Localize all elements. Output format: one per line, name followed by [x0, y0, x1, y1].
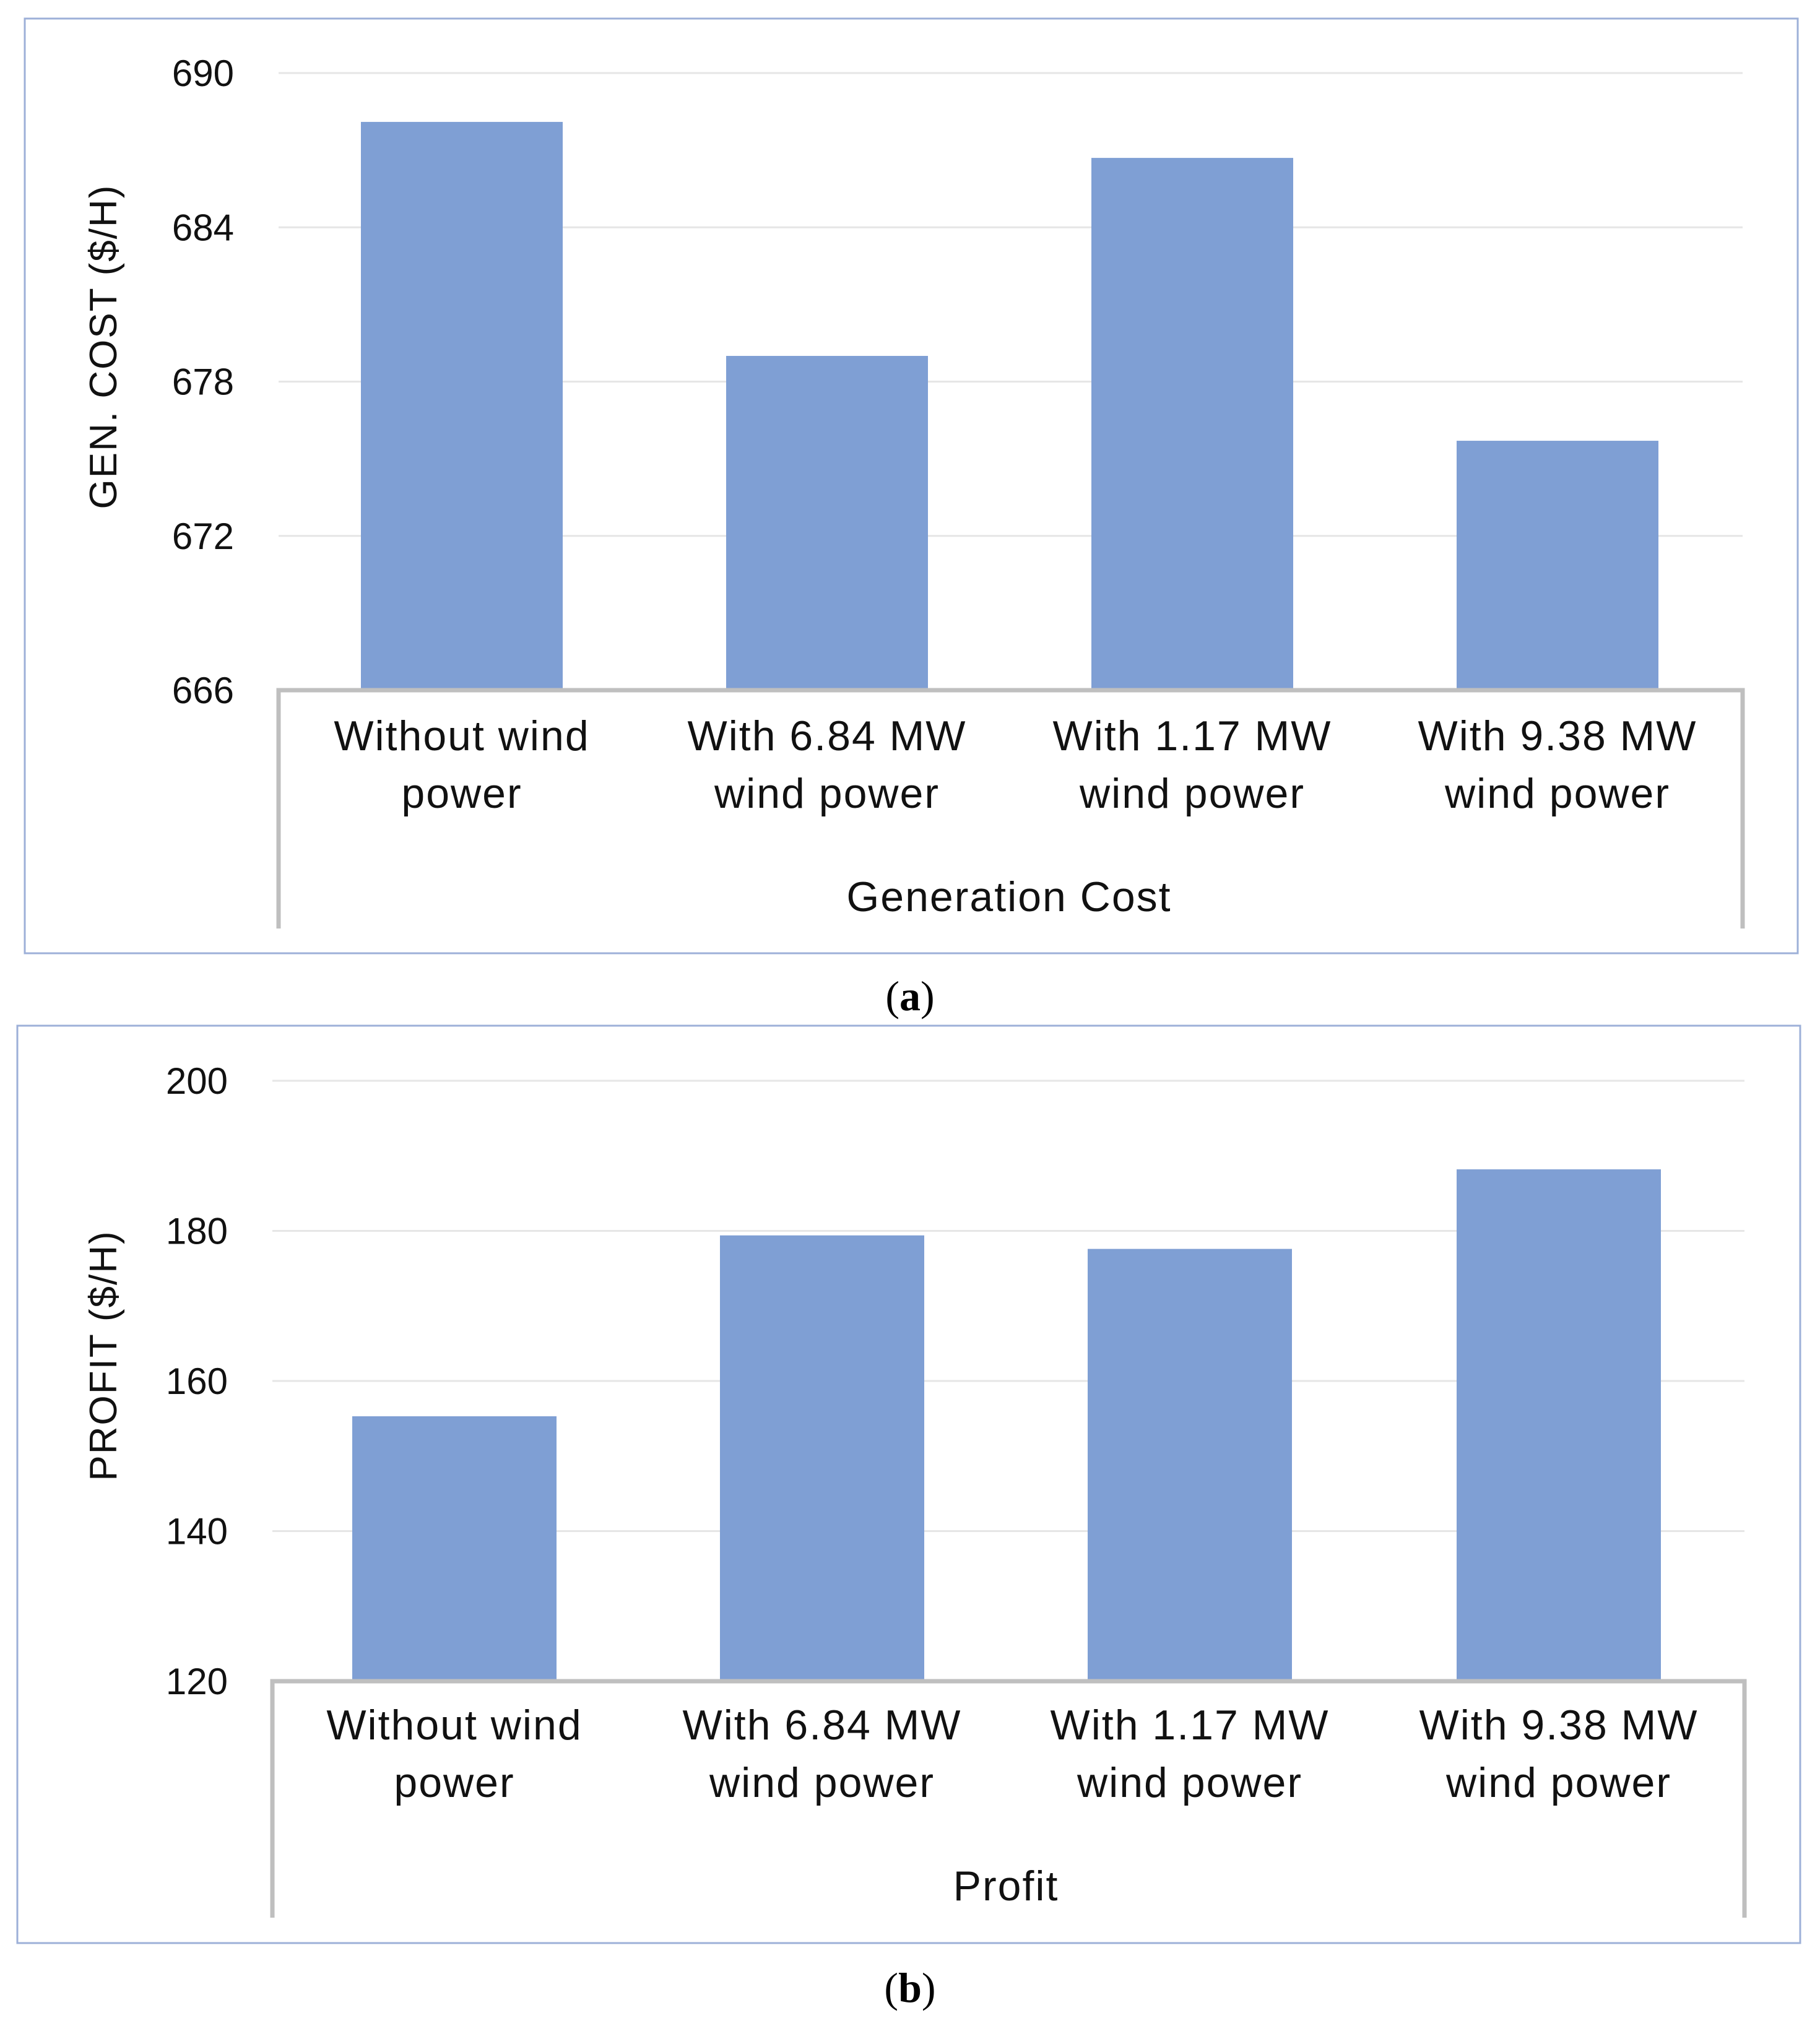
category-label: With 1.17 MW wind power: [1051, 1702, 1330, 1806]
category-label: With 1.17 MW wind power: [1053, 712, 1332, 817]
y-tick-label: 180: [166, 1211, 228, 1252]
bar-a-1: [361, 121, 563, 690]
y-tick-label: 140: [166, 1511, 228, 1552]
caption-a-letter: a: [899, 972, 921, 1019]
y-tick-label: 160: [166, 1361, 228, 1402]
category-label: With 6.84 MW wind power: [688, 712, 967, 817]
axis-b: [270, 1679, 1747, 1918]
bar-b-4: [1457, 1169, 1661, 1681]
y-ticks-a: 666 672 678 684 690: [172, 53, 234, 711]
y-tick-label: 684: [172, 207, 234, 248]
y-tick-label: 678: [172, 361, 234, 403]
category-label: Without wind power: [334, 712, 589, 817]
y-tick-label: 120: [166, 1661, 228, 1702]
category-label: With 6.84 MW wind power: [683, 1702, 962, 1806]
bar-a-2: [726, 355, 928, 690]
x-group-label-a: Generation Cost: [846, 873, 1171, 920]
categories-a: Without wind power With 6.84 MW wind power W…: [334, 712, 1697, 817]
category-label: Without wind power: [326, 1702, 582, 1806]
caption-a: (a): [885, 972, 934, 1019]
y-tick-label: 200: [166, 1060, 228, 1102]
bar-a-4: [1457, 441, 1658, 690]
chart-panel-a: 666 672 678 684 690 Without wind power With 6.…: [24, 17, 1799, 955]
y-tick-label: 690: [172, 53, 234, 94]
caption-b-letter: b: [898, 1964, 922, 2011]
x-axis-line-a: [276, 688, 1745, 929]
category-label: With 9.38 MW wind power: [1418, 712, 1697, 817]
category-label: With 9.38 MW wind power: [1419, 1702, 1699, 1806]
y-axis-title-a: GEN. COST ($/H): [82, 184, 125, 509]
bars-b: [352, 1169, 1661, 1681]
y-ticks-b: 120 140 160 180 200: [166, 1060, 228, 1702]
chart-panel-b: 120 140 160 180 200 Without wind power With 6.…: [16, 1024, 1801, 1944]
y-tick-label: 672: [172, 516, 234, 557]
bar-b-1: [352, 1416, 557, 1681]
x-axis-line-b: [270, 1679, 1747, 1918]
axis-a: [276, 688, 1745, 929]
y-tick-label: 666: [172, 670, 234, 711]
x-group-label-b: Profit: [953, 1863, 1059, 1910]
y-axis-title-b: PROFIT ($/H): [82, 1230, 125, 1481]
bars-a: [361, 121, 1658, 690]
bar-a-3: [1091, 158, 1293, 690]
bar-b-2: [720, 1235, 924, 1681]
caption-b: (b): [884, 1964, 935, 2011]
bar-b-3: [1088, 1249, 1292, 1681]
categories-b: Without wind power With 6.84 MW wind power W…: [326, 1702, 1699, 1806]
